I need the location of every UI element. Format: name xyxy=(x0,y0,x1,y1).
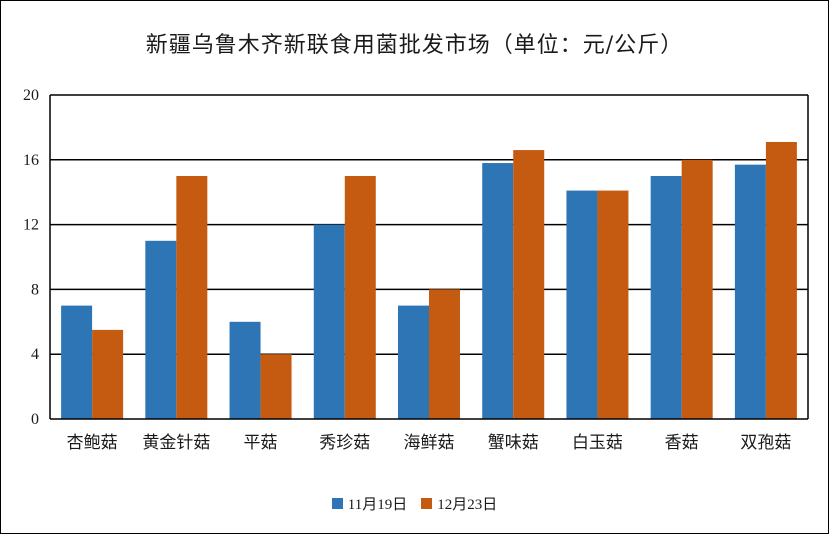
bar-2 xyxy=(344,176,376,419)
bar-2 xyxy=(92,329,124,419)
legend-label-series-1: 11月19日 xyxy=(347,497,408,513)
legend-item-series-2: 12月23日 xyxy=(421,493,497,514)
bar-1 xyxy=(61,305,93,419)
bar-2 xyxy=(765,141,797,420)
legend-item-series-1: 11月19日 xyxy=(331,493,408,514)
category-label: 蟹味菇 xyxy=(488,433,539,453)
bar-2 xyxy=(176,176,208,419)
legend-swatch-series-2 xyxy=(421,498,433,509)
category-label: 杏鲍菇 xyxy=(67,433,118,453)
category-label: 海鲜菇 xyxy=(404,433,455,453)
y-tick-label: 12 xyxy=(23,217,39,234)
bar-1 xyxy=(398,305,429,419)
bar-1 xyxy=(650,176,682,419)
bar-1 xyxy=(229,321,261,419)
category-label: 黄金针菇 xyxy=(142,433,210,453)
chart-title: 新疆乌鲁木齐新联食用菌批发市场（单位：元/公斤） xyxy=(145,33,684,58)
y-tick-label: 8 xyxy=(31,281,39,298)
legend-label-series-2: 12月23日 xyxy=(437,497,498,513)
bar-1 xyxy=(482,163,514,419)
category-label: 双孢菇 xyxy=(740,433,791,453)
bar-2 xyxy=(597,190,629,419)
bar-2 xyxy=(429,289,460,419)
bar-2 xyxy=(260,354,292,419)
bar-1 xyxy=(566,190,598,419)
bar-1 xyxy=(313,224,345,419)
y-tick-label: 0 xyxy=(31,411,39,428)
category-label: 白玉菇 xyxy=(572,433,623,453)
bar-2 xyxy=(513,150,545,419)
bar-1 xyxy=(145,240,177,419)
chart-legend: 11月19日 12月23日 xyxy=(1,493,828,514)
category-label: 香菇 xyxy=(665,433,699,453)
y-tick-label: 20 xyxy=(23,87,39,104)
category-label: 秀珍菇 xyxy=(319,433,370,453)
category-label: 平菇 xyxy=(244,433,278,453)
bar-2 xyxy=(681,159,713,420)
bar-1 xyxy=(734,164,766,419)
y-tick-label: 16 xyxy=(23,152,39,169)
legend-swatch-series-1 xyxy=(331,498,343,509)
y-tick-label: 4 xyxy=(31,346,39,363)
